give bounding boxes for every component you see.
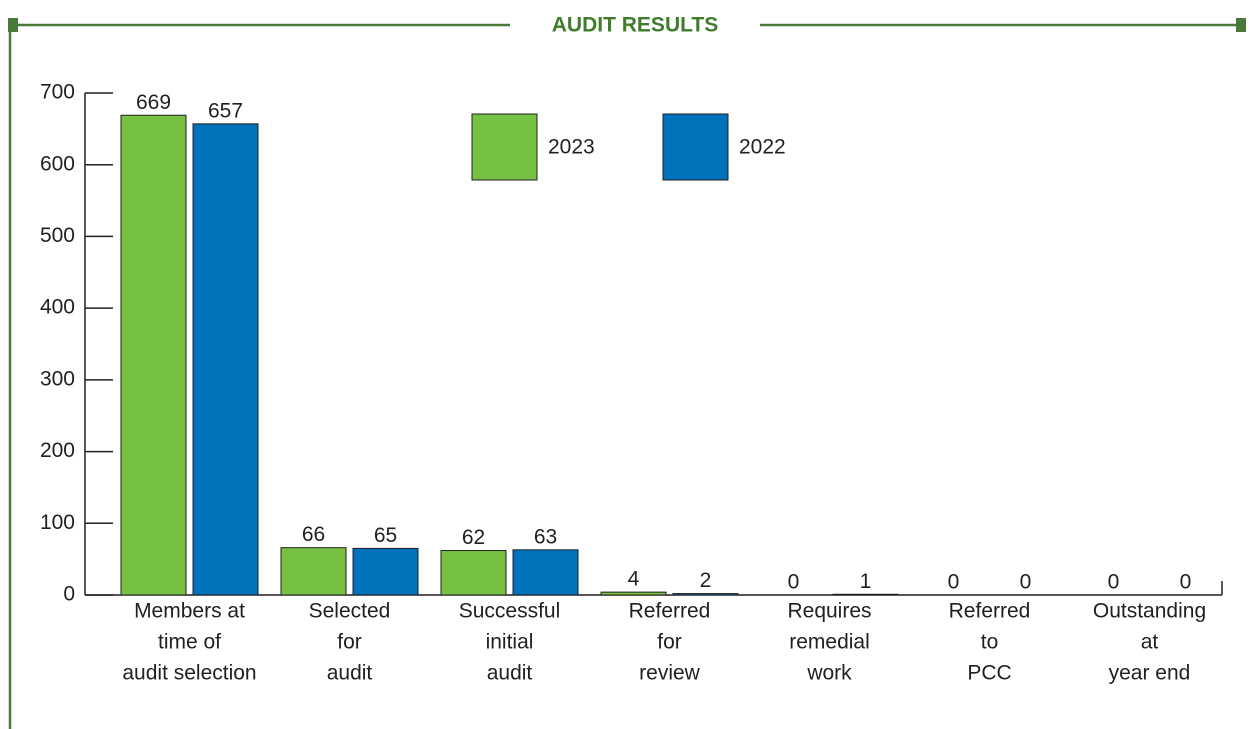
x-tick-label: audit selection: [122, 662, 256, 685]
value-label: 63: [534, 525, 557, 548]
bar: [672, 593, 739, 596]
x-tick-label: Members at: [134, 600, 245, 623]
value-label: 0: [788, 571, 800, 594]
y-tick-label: 0: [63, 583, 75, 606]
value-label: 65: [374, 524, 397, 547]
legend-label: 2023: [548, 136, 595, 159]
bar: [280, 547, 347, 596]
x-tick-label: PCC: [967, 662, 1011, 685]
y-tick-label: 400: [40, 296, 75, 319]
y-tick-label: 100: [40, 511, 75, 534]
y-tick-label: 700: [40, 81, 75, 104]
frame-corner: [1236, 18, 1246, 32]
legend-label: 2022: [739, 136, 786, 159]
x-tick-label: for: [337, 631, 362, 654]
x-tick-label: Requires: [787, 600, 871, 623]
value-label: 669: [136, 91, 171, 114]
x-tick-label: for: [657, 631, 682, 654]
x-tick-label: at: [1141, 631, 1159, 654]
value-label: 62: [462, 526, 485, 549]
legend-swatch: [471, 113, 538, 181]
x-tick-label: remedial: [789, 631, 870, 654]
bar: [600, 591, 667, 596]
x-tick-label: Outstanding: [1093, 600, 1206, 623]
value-label: 1: [860, 570, 872, 593]
value-label: 0: [1180, 571, 1192, 594]
value-label: 4: [628, 568, 640, 591]
x-tick-label: review: [639, 662, 701, 685]
x-tick-label: work: [806, 662, 852, 685]
x-tick-label: audit: [327, 662, 373, 685]
legend-swatch: [662, 113, 729, 181]
bar: [512, 549, 579, 596]
y-tick-label: 200: [40, 439, 75, 462]
x-tick-label: audit: [487, 662, 533, 685]
x-tick-label: to: [981, 631, 999, 654]
bar: [352, 547, 419, 596]
y-tick-label: 300: [40, 367, 75, 390]
value-label: 0: [1108, 571, 1120, 594]
chart-title: AUDIT RESULTS: [552, 14, 718, 37]
x-tick-label: Referred: [629, 600, 711, 623]
x-tick-label: time of: [158, 631, 221, 654]
bar: [192, 123, 259, 596]
value-label: 66: [302, 523, 325, 546]
x-tick-label: Selected: [309, 600, 391, 623]
y-tick-label: 500: [40, 224, 75, 247]
value-label: 0: [948, 571, 960, 594]
x-tick-label: Referred: [949, 600, 1031, 623]
bar: [440, 550, 507, 596]
x-tick-label: initial: [486, 631, 534, 654]
value-label: 0: [1020, 571, 1032, 594]
x-tick-label: Successful: [459, 600, 561, 623]
bar: [120, 114, 187, 596]
value-label: 2: [700, 569, 712, 592]
value-label: 657: [208, 99, 243, 122]
bar: [832, 593, 899, 596]
y-tick-label: 600: [40, 152, 75, 175]
frame-corner: [8, 18, 18, 32]
x-tick-label: year end: [1109, 662, 1191, 685]
